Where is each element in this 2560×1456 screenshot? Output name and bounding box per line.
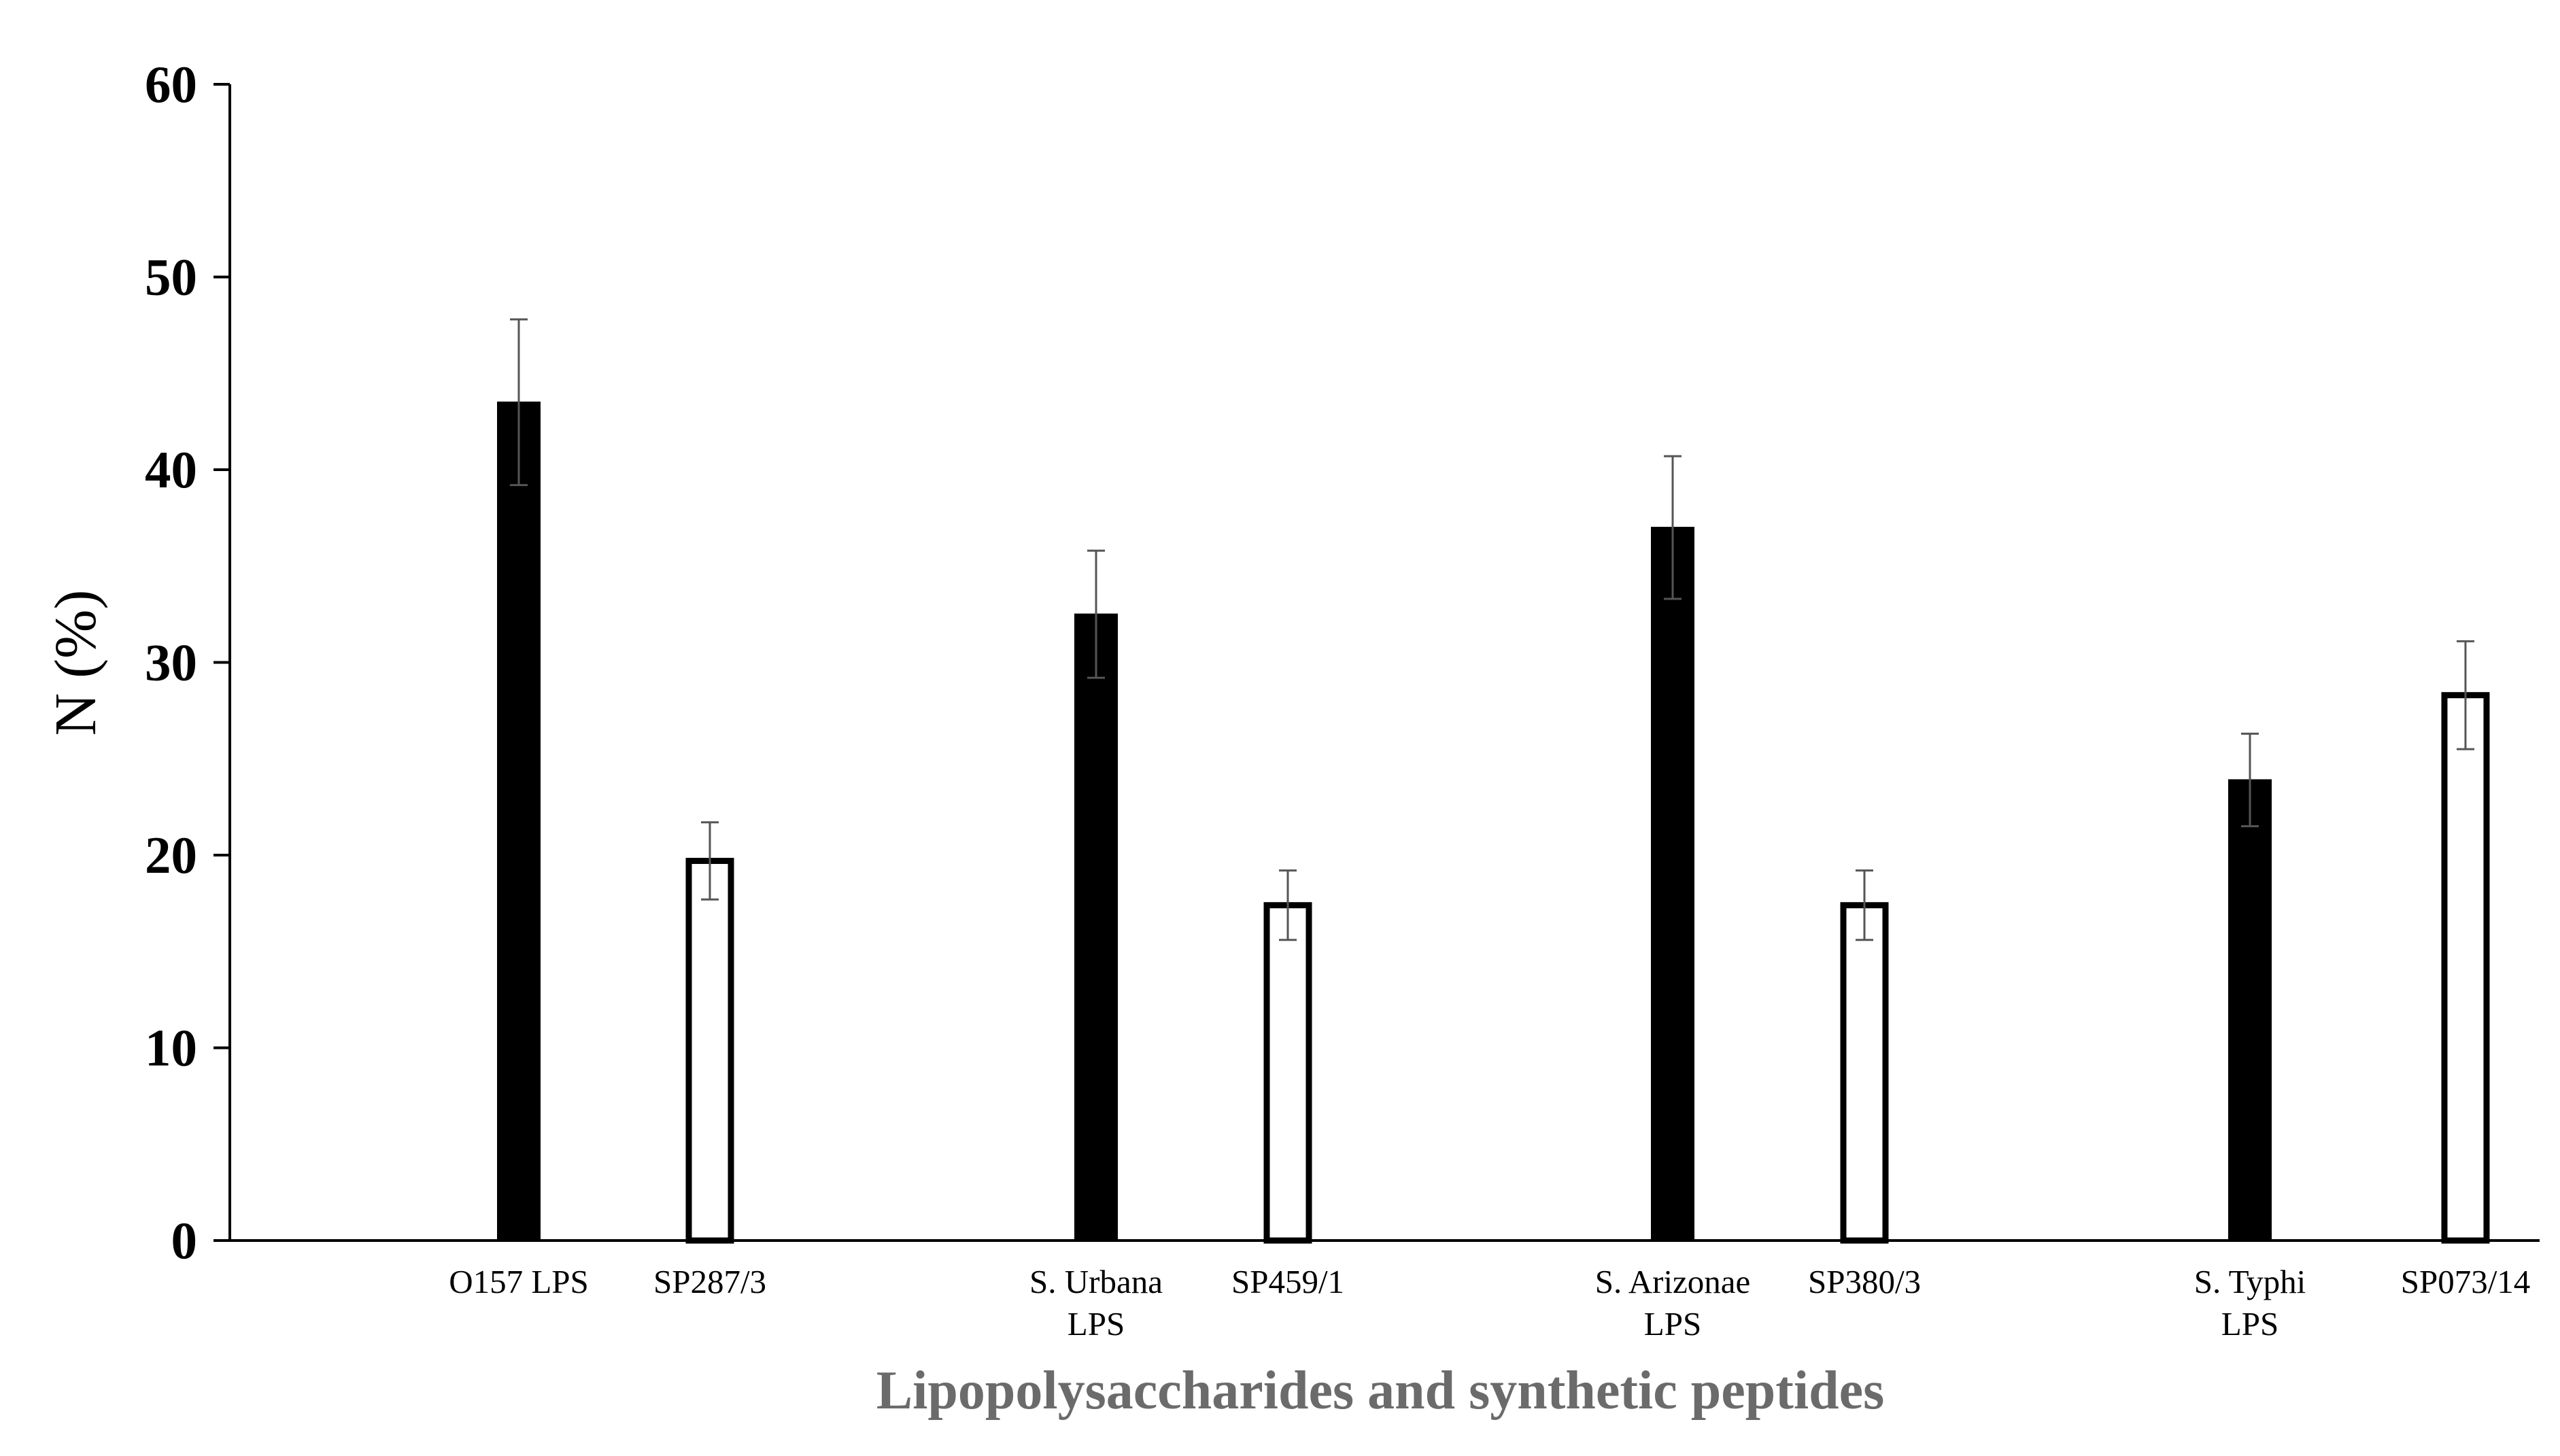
- bar: [1263, 902, 1312, 1244]
- bar: [1840, 902, 1889, 1244]
- y-tick-label: 20: [145, 826, 197, 884]
- y-tick-label: 40: [145, 440, 197, 499]
- bar: [2228, 779, 2272, 1242]
- y-tick-label: 0: [171, 1211, 198, 1270]
- error-bar: [510, 318, 528, 487]
- x-axis: O157 LPS SP287/3 S. Urbana LPS SP459/1 S. Ari…: [214, 1239, 2540, 1342]
- error-bar: [1087, 549, 1105, 679]
- error-bar: [701, 821, 719, 901]
- x-tick-label: SP380/3: [1808, 1263, 1921, 1300]
- error-bar: [1856, 869, 1873, 941]
- y-axis-title: N (%): [42, 590, 108, 736]
- bar: [497, 401, 541, 1241]
- x-axis-title: Lipopolysaccharides and synthetic peptid…: [876, 1361, 1884, 1421]
- y-tick-label: 60: [145, 55, 197, 114]
- x-tick-label: S. Typhi LPS: [2194, 1263, 2306, 1342]
- x-tick-label: SP287/3: [653, 1263, 766, 1300]
- bar: [1651, 527, 1694, 1241]
- error-bar: [2241, 732, 2259, 827]
- bar: [685, 858, 734, 1244]
- y-tick-label: 10: [145, 1019, 197, 1077]
- error-bar: [1664, 455, 1682, 600]
- error-bar: [2457, 640, 2474, 750]
- x-tick-label: SP459/1: [1231, 1263, 1344, 1300]
- x-tick-label: S. Urbana LPS: [1029, 1263, 1163, 1342]
- x-tick-label: O157 LPS: [449, 1263, 589, 1300]
- chart-marks: [497, 318, 2490, 1244]
- y-tick-label: 50: [145, 248, 197, 307]
- x-tick-label: S. Arizonae LPS: [1595, 1263, 1751, 1342]
- y-tick-label: 30: [145, 634, 197, 692]
- bar: [2441, 692, 2490, 1244]
- y-axis: 0 10 20 30 40 50 60: [145, 55, 231, 1270]
- bar: [1074, 613, 1118, 1241]
- error-bar: [1279, 869, 1297, 941]
- x-tick-label: SP073/14: [2401, 1263, 2531, 1300]
